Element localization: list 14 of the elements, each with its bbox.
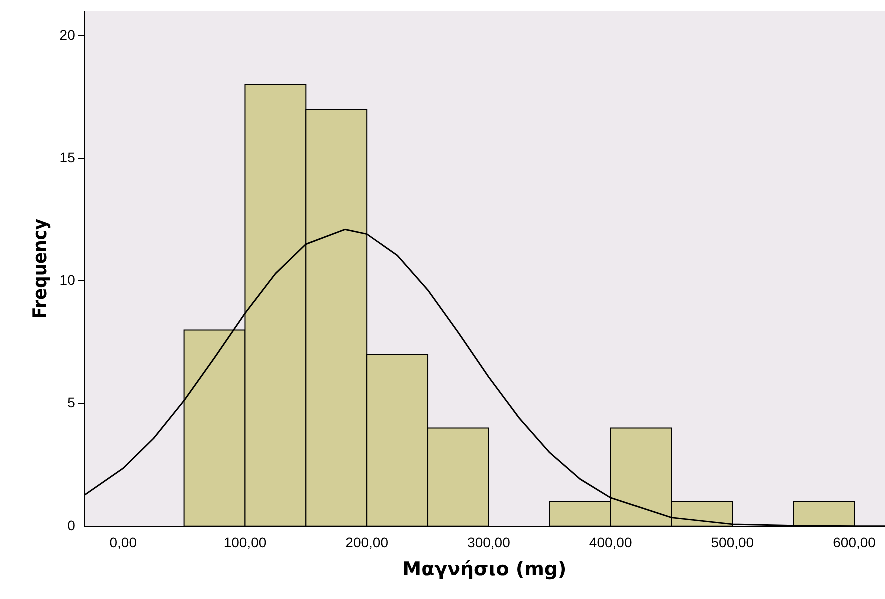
x-tick-label: 200,00 xyxy=(346,534,389,551)
y-tick-label: 10 xyxy=(60,272,76,288)
x-tick-label: 500,00 xyxy=(711,534,754,551)
x-tick-label: 600,00 xyxy=(833,534,876,551)
x-axis-title: Μαγνήσιο (mg) xyxy=(402,558,567,581)
y-tick-label: 5 xyxy=(68,394,76,411)
y-axis-title: Frequency xyxy=(29,218,52,319)
x-tick-label: 300,00 xyxy=(468,534,511,551)
x-tick-label: 100,00 xyxy=(224,534,267,551)
x-tick-label: 400,00 xyxy=(589,534,632,551)
y-tick-label: 15 xyxy=(60,149,76,166)
y-tick-label: 20 xyxy=(60,26,76,43)
x-tick-label: 0,00 xyxy=(110,534,138,551)
y-tick-label: 0 xyxy=(68,517,76,534)
